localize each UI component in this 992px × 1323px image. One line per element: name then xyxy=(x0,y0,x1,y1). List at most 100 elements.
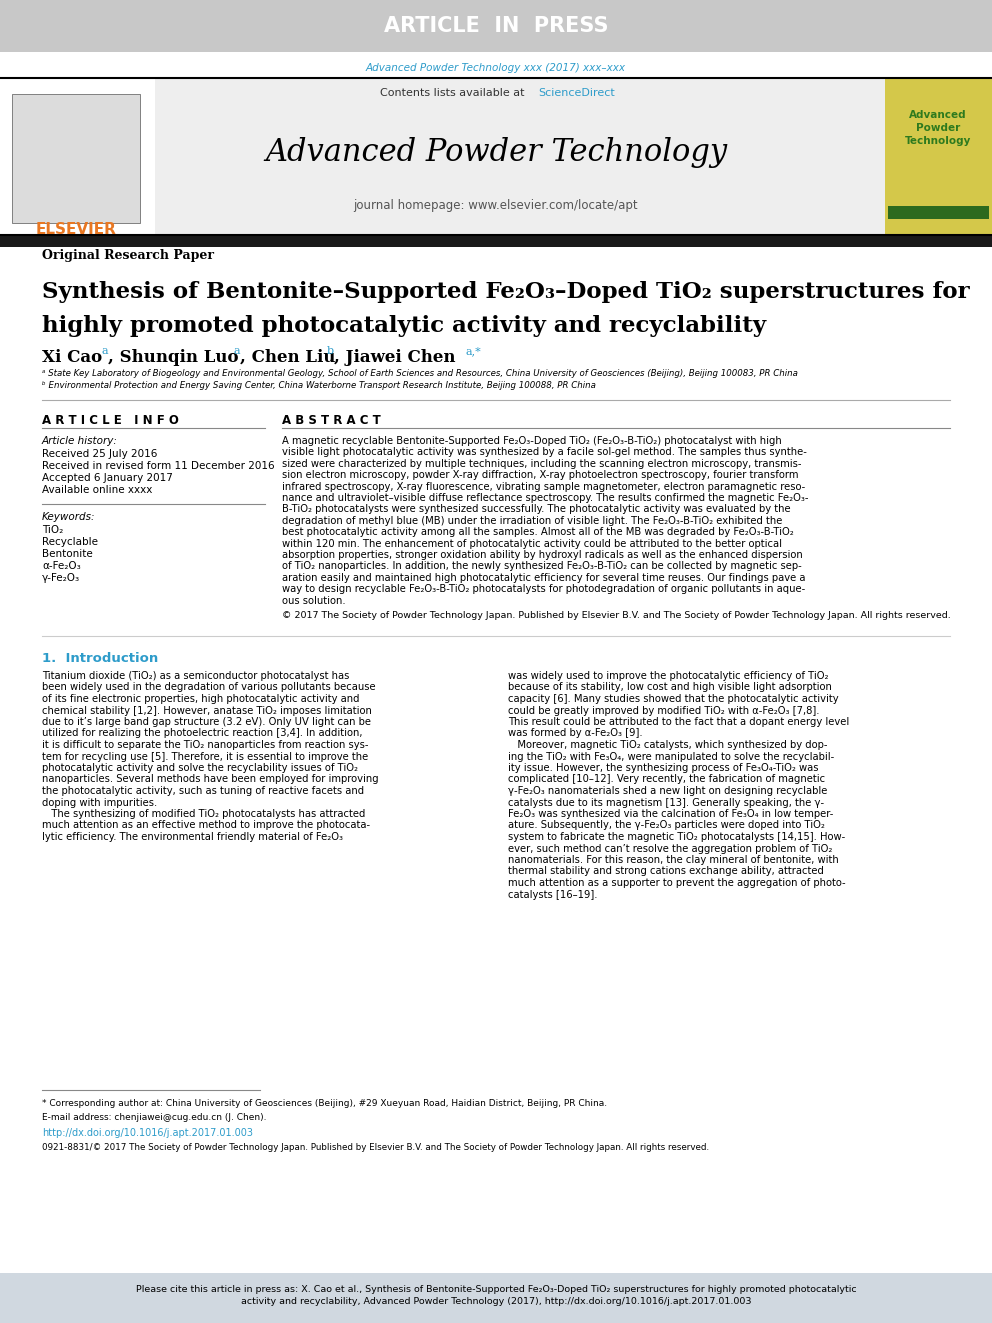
Bar xyxy=(0,235,992,247)
Text: ScienceDirect: ScienceDirect xyxy=(538,89,615,98)
Text: Fe₂O₃ was synthesized via the calcination of Fe₃O₄ in low temper-: Fe₂O₃ was synthesized via the calcinatio… xyxy=(508,808,833,819)
Text: sized were characterized by multiple techniques, including the scanning electron: sized were characterized by multiple tec… xyxy=(282,459,802,468)
Text: absorption properties, stronger oxidation ability by hydroxyl radicals as well a: absorption properties, stronger oxidatio… xyxy=(282,550,803,560)
Text: the photocatalytic activity, such as tuning of reactive facets and: the photocatalytic activity, such as tun… xyxy=(42,786,364,796)
Text: Recyclable: Recyclable xyxy=(42,537,98,546)
Text: because of its stability, low cost and high visible light adsorption: because of its stability, low cost and h… xyxy=(508,683,832,692)
Bar xyxy=(155,78,885,235)
Text: Bentonite: Bentonite xyxy=(42,549,92,560)
Text: © 2017 The Society of Powder Technology Japan. Published by Elsevier B.V. and Th: © 2017 The Society of Powder Technology … xyxy=(282,611,950,620)
Text: , Chen Liu: , Chen Liu xyxy=(240,348,335,365)
Text: Contents lists available at: Contents lists available at xyxy=(380,89,528,98)
Text: Please cite this article in press as: X. Cao et al., Synthesis of Bentonite-Supp: Please cite this article in press as: X.… xyxy=(136,1285,856,1294)
Text: The synthesizing of modified TiO₂ photocatalysts has attracted: The synthesizing of modified TiO₂ photoc… xyxy=(42,808,365,819)
Text: was formed by α-Fe₂O₃ [9].: was formed by α-Fe₂O₃ [9]. xyxy=(508,729,643,738)
Text: catalysts [16–19].: catalysts [16–19]. xyxy=(508,889,597,900)
Text: This result could be attributed to the fact that a dopant energy level: This result could be attributed to the f… xyxy=(508,717,849,728)
Text: , Shunqin Luo: , Shunqin Luo xyxy=(108,348,238,365)
Text: A B S T R A C T: A B S T R A C T xyxy=(282,414,381,426)
Text: nanoparticles. Several methods have been employed for improving: nanoparticles. Several methods have been… xyxy=(42,774,379,785)
Text: doping with impurities.: doping with impurities. xyxy=(42,798,158,807)
Text: been widely used in the degradation of various pollutants because: been widely used in the degradation of v… xyxy=(42,683,376,692)
Text: ever, such method can’t resolve the aggregation problem of TiO₂: ever, such method can’t resolve the aggr… xyxy=(508,844,832,853)
Text: a: a xyxy=(233,347,240,356)
Text: Titanium dioxide (TiO₂) as a semiconductor photocatalyst has: Titanium dioxide (TiO₂) as a semiconduct… xyxy=(42,671,349,681)
Text: a: a xyxy=(101,347,107,356)
Text: Original Research Paper: Original Research Paper xyxy=(42,249,214,262)
Text: way to design recyclable Fe₂O₃-B-TiO₂ photocatalysts for photodegradation of org: way to design recyclable Fe₂O₃-B-TiO₂ ph… xyxy=(282,585,806,594)
Text: Article history:: Article history: xyxy=(42,437,118,446)
Text: best photocatalytic activity among all the samples. Almost all of the MB was deg: best photocatalytic activity among all t… xyxy=(282,527,794,537)
Text: α-Fe₂O₃: α-Fe₂O₃ xyxy=(42,561,80,572)
Text: Advanced Powder Technology xxx (2017) xxx–xxx: Advanced Powder Technology xxx (2017) xx… xyxy=(366,64,626,73)
Text: thermal stability and strong cations exchange ability, attracted: thermal stability and strong cations exc… xyxy=(508,867,824,877)
Text: infrared spectroscopy, X-ray fluorescence, vibrating sample magnetometer, electr: infrared spectroscopy, X-ray fluorescenc… xyxy=(282,482,806,492)
Bar xyxy=(0,1273,992,1323)
Text: a,*: a,* xyxy=(466,347,482,356)
Text: much attention as a supporter to prevent the aggregation of photo-: much attention as a supporter to prevent… xyxy=(508,878,845,888)
Text: Synthesis of Bentonite–Supported Fe₂O₃–Doped TiO₂ superstructures for: Synthesis of Bentonite–Supported Fe₂O₃–D… xyxy=(42,280,969,303)
Text: b: b xyxy=(327,347,334,356)
Text: utilized for realizing the photoelectric reaction [3,4]. In addition,: utilized for realizing the photoelectric… xyxy=(42,729,362,738)
Text: Keywords:: Keywords: xyxy=(42,512,95,523)
Text: E-mail address: chenjiawei@cug.edu.cn (J. Chen).: E-mail address: chenjiawei@cug.edu.cn (J… xyxy=(42,1113,267,1122)
Text: 0921-8831/© 2017 The Society of Powder Technology Japan. Published by Elsevier B: 0921-8831/© 2017 The Society of Powder T… xyxy=(42,1143,709,1151)
Text: , Jiawei Chen: , Jiawei Chen xyxy=(334,348,455,365)
Text: capacity [6]. Many studies showed that the photocatalytic activity: capacity [6]. Many studies showed that t… xyxy=(508,695,838,704)
Text: γ-Fe₂O₃ nanomaterials shed a new light on designing recyclable: γ-Fe₂O₃ nanomaterials shed a new light o… xyxy=(508,786,827,796)
Text: visible light photocatalytic activity was synthesized by a facile sol-gel method: visible light photocatalytic activity wa… xyxy=(282,447,806,458)
Text: ature. Subsequently, the γ-Fe₂O₃ particles were doped into TiO₂: ature. Subsequently, the γ-Fe₂O₃ particl… xyxy=(508,820,825,831)
Text: aration easily and maintained high photocatalytic efficiency for several time re: aration easily and maintained high photo… xyxy=(282,573,806,583)
Text: chemical stability [1,2]. However, anatase TiO₂ imposes limitation: chemical stability [1,2]. However, anata… xyxy=(42,705,372,716)
Text: highly promoted photocatalytic activity and recyclability: highly promoted photocatalytic activity … xyxy=(42,315,766,337)
Text: within 120 min. The enhancement of photocatalytic activity could be attributed t: within 120 min. The enhancement of photo… xyxy=(282,538,782,549)
Text: * Corresponding author at: China University of Geosciences (Beijing), #29 Xueyua: * Corresponding author at: China Univers… xyxy=(42,1099,607,1109)
Bar xyxy=(0,78,155,235)
Text: lytic efficiency. The environmental friendly material of Fe₂O₃: lytic efficiency. The environmental frie… xyxy=(42,832,343,841)
Text: ᵇ Environmental Protection and Energy Saving Center, China Waterborne Transport : ᵇ Environmental Protection and Energy Sa… xyxy=(42,381,596,390)
Text: ous solution.: ous solution. xyxy=(282,595,345,606)
Text: much attention as an effective method to improve the photocata-: much attention as an effective method to… xyxy=(42,820,370,831)
Text: http://dx.doi.org/10.1016/j.apt.2017.01.003: http://dx.doi.org/10.1016/j.apt.2017.01.… xyxy=(42,1129,253,1138)
Text: B-TiO₂ photocatalysts were synthesized successfully. The photocatalytic activity: B-TiO₂ photocatalysts were synthesized s… xyxy=(282,504,791,515)
Text: of TiO₂ nanoparticles. In addition, the newly synthesized Fe₂O₃-B-TiO₂ can be co: of TiO₂ nanoparticles. In addition, the … xyxy=(282,561,802,572)
Text: ELSEVIER: ELSEVIER xyxy=(36,222,116,238)
Text: photocatalytic activity and solve the recyclability issues of TiO₂: photocatalytic activity and solve the re… xyxy=(42,763,358,773)
Text: ARTICLE  IN  PRESS: ARTICLE IN PRESS xyxy=(384,16,608,36)
Text: TiO₂: TiO₂ xyxy=(42,525,63,534)
Text: Xi Cao: Xi Cao xyxy=(42,348,102,365)
Text: due to it’s large band gap structure (3.2 eV). Only UV light can be: due to it’s large band gap structure (3.… xyxy=(42,717,371,728)
Bar xyxy=(12,94,140,224)
Text: Advanced
Powder
Technology: Advanced Powder Technology xyxy=(905,110,971,147)
Text: complicated [10–12]. Very recently, the fabrication of magnetic: complicated [10–12]. Very recently, the … xyxy=(508,774,825,785)
Text: journal homepage: www.elsevier.com/locate/apt: journal homepage: www.elsevier.com/locat… xyxy=(354,198,638,212)
Text: of its fine electronic properties, high photocatalytic activity and: of its fine electronic properties, high … xyxy=(42,695,359,704)
Text: ᵃ State Key Laboratory of Biogeology and Environmental Geology, School of Earth : ᵃ State Key Laboratory of Biogeology and… xyxy=(42,369,798,378)
Text: ing the TiO₂ with Fe₃O₄, were manipulated to solve the recyclabil-: ing the TiO₂ with Fe₃O₄, were manipulate… xyxy=(508,751,834,762)
Text: Accepted 6 January 2017: Accepted 6 January 2017 xyxy=(42,474,173,483)
Text: was widely used to improve the photocatalytic efficiency of TiO₂: was widely used to improve the photocata… xyxy=(508,671,828,681)
Text: Advanced Powder Technology: Advanced Powder Technology xyxy=(265,138,727,168)
Bar xyxy=(885,78,992,235)
Text: Received in revised form 11 December 2016: Received in revised form 11 December 201… xyxy=(42,460,275,471)
Text: activity and recyclability, Advanced Powder Technology (2017), http://dx.doi.org: activity and recyclability, Advanced Pow… xyxy=(241,1298,751,1307)
Text: ity issue. However, the synthesizing process of Fe₃O₄-TiO₂ was: ity issue. However, the synthesizing pro… xyxy=(508,763,818,773)
Text: Moreover, magnetic TiO₂ catalysts, which synthesized by dop-: Moreover, magnetic TiO₂ catalysts, which… xyxy=(508,740,827,750)
Text: nanomaterials. For this reason, the clay mineral of bentonite, with: nanomaterials. For this reason, the clay… xyxy=(508,855,839,865)
Text: system to fabricate the magnetic TiO₂ photocatalysts [14,15]. How-: system to fabricate the magnetic TiO₂ ph… xyxy=(508,832,845,841)
Bar xyxy=(0,0,992,52)
Text: A magnetic recyclable Bentonite-Supported Fe₂O₃-Doped TiO₂ (Fe₂O₃-B-TiO₂) photoc: A magnetic recyclable Bentonite-Supporte… xyxy=(282,437,782,446)
Text: catalysts due to its magnetism [13]. Generally speaking, the γ-: catalysts due to its magnetism [13]. Gen… xyxy=(508,798,824,807)
Text: nance and ultraviolet–visible diffuse reflectance spectroscopy. The results conf: nance and ultraviolet–visible diffuse re… xyxy=(282,493,808,503)
Text: degradation of methyl blue (MB) under the irradiation of visible light. The Fe₂O: degradation of methyl blue (MB) under th… xyxy=(282,516,783,525)
Text: it is difficult to separate the TiO₂ nanoparticles from reaction sys-: it is difficult to separate the TiO₂ nan… xyxy=(42,740,368,750)
Text: sion electron microscopy, powder X-ray diffraction, X-ray photoelectron spectros: sion electron microscopy, powder X-ray d… xyxy=(282,470,799,480)
Text: could be greatly improved by modified TiO₂ with α-Fe₂O₃ [7,8].: could be greatly improved by modified Ti… xyxy=(508,705,819,716)
Text: tem for recycling use [5]. Therefore, it is essential to improve the: tem for recycling use [5]. Therefore, it… xyxy=(42,751,368,762)
Text: γ-Fe₂O₃: γ-Fe₂O₃ xyxy=(42,573,80,583)
Text: Received 25 July 2016: Received 25 July 2016 xyxy=(42,448,158,459)
Text: A R T I C L E   I N F O: A R T I C L E I N F O xyxy=(42,414,179,426)
Text: Available online xxxx: Available online xxxx xyxy=(42,486,153,495)
Bar xyxy=(888,206,989,220)
Text: 1.  Introduction: 1. Introduction xyxy=(42,651,159,664)
